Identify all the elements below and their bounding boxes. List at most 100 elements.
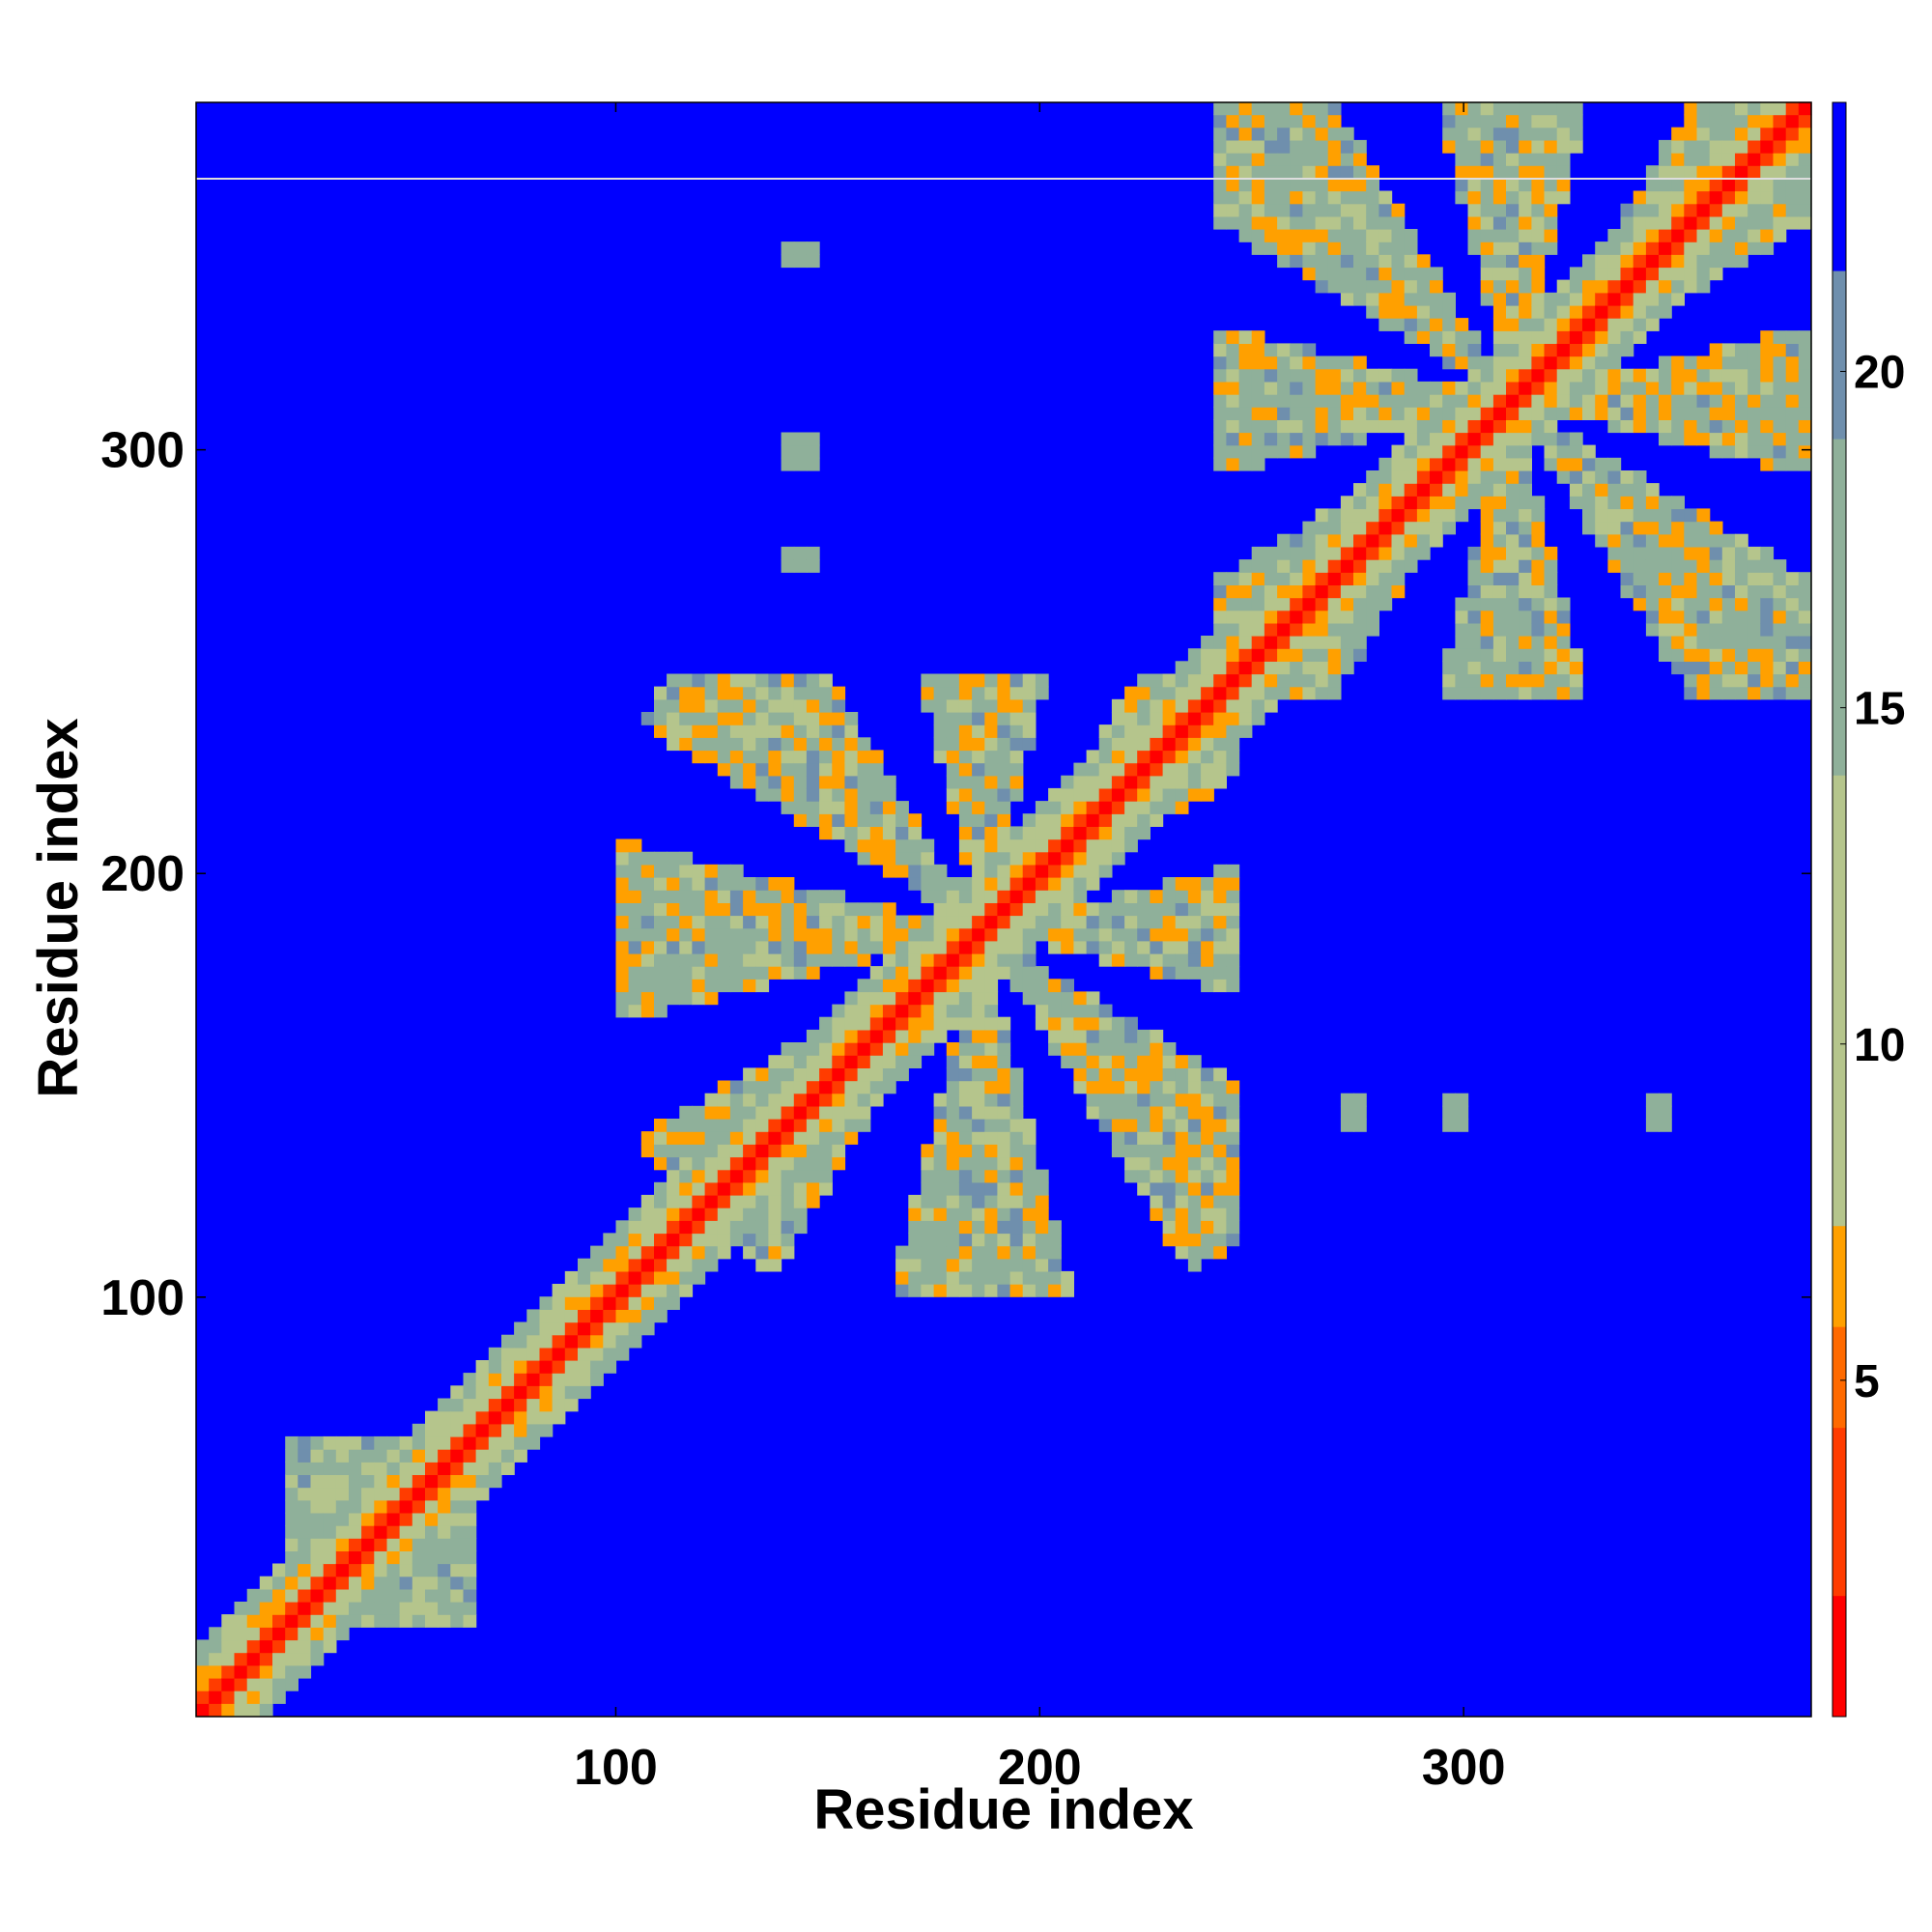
heatmap-cell	[488, 1474, 502, 1489]
heatmap-cell	[1506, 381, 1520, 395]
heatmap-cell	[958, 1067, 973, 1082]
heatmap-cell	[1798, 622, 1812, 637]
heatmap-cell	[1467, 483, 1482, 497]
heatmap-cell	[921, 1042, 935, 1056]
heatmap-cell	[323, 1435, 337, 1450]
heatmap-cell	[361, 1487, 375, 1501]
heatmap-cell	[1467, 419, 1482, 434]
heatmap-cell	[1480, 355, 1494, 370]
heatmap-cell	[997, 1042, 1011, 1056]
heatmap-cell	[640, 915, 655, 929]
heatmap-cell	[654, 1258, 668, 1272]
heatmap-cell	[1290, 343, 1303, 357]
heatmap-cell	[679, 1181, 694, 1196]
heatmap-cell	[1009, 890, 1024, 903]
heatmap-cell	[1137, 1131, 1151, 1145]
heatmap-cell	[654, 1270, 668, 1285]
heatmap-cell	[1492, 622, 1507, 637]
heatmap-cell	[578, 1360, 591, 1374]
heatmap-cell	[819, 787, 833, 802]
heatmap-cell	[819, 1119, 833, 1132]
heatmap-cell	[1201, 636, 1214, 649]
heatmap-cell	[603, 1321, 617, 1336]
heatmap-cell	[1659, 533, 1672, 548]
heatmap-cell	[832, 1055, 846, 1068]
heatmap-cell	[1480, 661, 1494, 675]
heatmap-cell	[997, 952, 1011, 967]
heatmap-cell	[1404, 292, 1418, 306]
heatmap-cell	[679, 1270, 694, 1285]
heatmap-cell	[1721, 203, 1736, 217]
heatmap-cell	[692, 1194, 706, 1208]
heatmap-cell	[679, 1284, 694, 1297]
heatmap-cell	[361, 1474, 375, 1489]
heatmap-cell	[1009, 877, 1024, 891]
heatmap-cell	[933, 902, 948, 917]
heatmap-cell	[1378, 242, 1393, 255]
heatmap-cell	[1480, 686, 1494, 700]
heatmap-cell	[1544, 394, 1558, 408]
heatmap-cell	[1251, 712, 1265, 725]
heatmap-cell	[1735, 648, 1748, 662]
heatmap-cell	[692, 966, 706, 980]
heatmap-cell	[806, 712, 820, 725]
heatmap-cell	[1340, 153, 1354, 166]
heatmap-cell	[1442, 1093, 1456, 1107]
heatmap-cell	[1048, 1004, 1062, 1018]
heatmap-cell	[1290, 203, 1303, 217]
heatmap-cell	[1073, 826, 1088, 840]
heatmap-cell	[1048, 787, 1062, 802]
heatmap-cell	[1213, 712, 1227, 725]
heatmap-cell	[1251, 355, 1265, 370]
heatmap-cell	[984, 838, 999, 853]
heatmap-cell	[1735, 127, 1748, 141]
heatmap-cell	[819, 1131, 833, 1145]
heatmap-cell	[1277, 165, 1291, 179]
heatmap-cell	[1150, 737, 1164, 752]
heatmap-cell	[1684, 686, 1698, 700]
heatmap-cell	[946, 787, 960, 802]
heatmap-cell	[1340, 139, 1354, 154]
heatmap-cell	[743, 940, 756, 954]
heatmap-cell	[552, 1410, 566, 1425]
heatmap-cell	[1175, 1208, 1189, 1221]
heatmap-cell	[1531, 559, 1546, 573]
heatmap-cell	[921, 698, 935, 713]
heatmap-cell	[895, 991, 909, 1006]
heatmap-cell	[1035, 801, 1049, 814]
heatmap-cell	[272, 1614, 286, 1628]
heatmap-cell	[908, 1233, 923, 1247]
heatmap-cell	[1569, 381, 1583, 395]
heatmap-cell	[1633, 242, 1647, 255]
heatmap-cell	[1353, 584, 1367, 599]
heatmap-cell	[933, 1093, 948, 1107]
heatmap-cell	[1340, 394, 1354, 408]
heatmap-cell	[1798, 673, 1812, 688]
heatmap-cell	[1201, 775, 1214, 789]
heatmap-cell	[1226, 673, 1240, 688]
heatmap-cell	[1747, 127, 1761, 141]
heatmap-cell	[1709, 394, 1723, 408]
heatmap-cell	[908, 1016, 923, 1031]
heatmap-cell	[1582, 521, 1596, 535]
heatmap-cell	[1671, 242, 1685, 255]
heatmap-cell	[958, 787, 973, 802]
heatmap-cell	[908, 1042, 923, 1056]
heatmap-cell	[463, 1474, 477, 1489]
heatmap-cell	[1455, 457, 1469, 471]
heatmap-cell	[1150, 940, 1164, 954]
heatmap-cell	[1340, 432, 1354, 446]
heatmap-cell	[1124, 698, 1138, 713]
heatmap-cell	[463, 1576, 477, 1590]
heatmap-cell	[1022, 940, 1037, 954]
heatmap-cell	[1366, 292, 1379, 306]
heatmap-cell	[717, 1093, 731, 1107]
heatmap-cell	[1035, 1245, 1049, 1260]
heatmap-cell	[1735, 407, 1748, 420]
heatmap-cell	[1366, 229, 1379, 242]
heatmap-cell	[1353, 508, 1367, 523]
heatmap-cell	[1251, 661, 1265, 675]
heatmap-cell	[781, 737, 795, 752]
heatmap-cell	[1492, 648, 1507, 662]
